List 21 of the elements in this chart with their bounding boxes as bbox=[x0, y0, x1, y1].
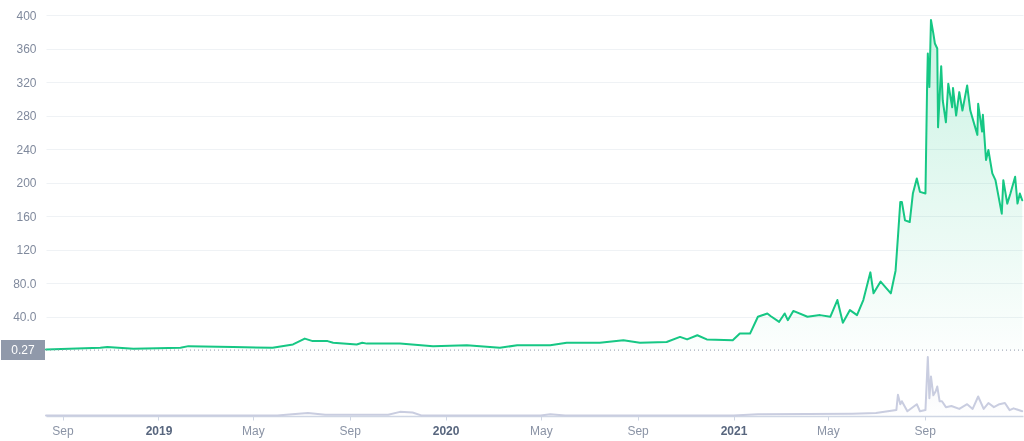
y-tick-label: 80.0 bbox=[13, 276, 37, 291]
y-tick-label: 280 bbox=[16, 109, 37, 124]
y-tick-label: 200 bbox=[16, 176, 37, 191]
x-tick-label: May bbox=[529, 423, 553, 438]
y-tick-label: 120 bbox=[16, 243, 37, 258]
x-tick-label: May bbox=[242, 423, 265, 438]
x-tick-label: Sep bbox=[914, 423, 937, 438]
y-tick-label: 240 bbox=[16, 142, 37, 157]
y-tick-label: 320 bbox=[16, 75, 37, 90]
y-tick-label: 400 bbox=[16, 8, 37, 23]
y-tick-label: 360 bbox=[16, 42, 37, 57]
y-tick-label: 160 bbox=[16, 209, 37, 224]
x-tick-label: 2019 bbox=[145, 423, 173, 438]
ref-line-label: 0.27 bbox=[11, 343, 35, 358]
x-tick-label: Sep bbox=[627, 423, 650, 438]
x-tick-label: Sep bbox=[339, 423, 362, 438]
x-tick-label: 2021 bbox=[720, 423, 748, 438]
x-tick-label: 2020 bbox=[432, 423, 460, 438]
y-tick-label: 40.0 bbox=[13, 310, 37, 325]
x-tick-label: May bbox=[817, 423, 840, 438]
x-tick-label: Sep bbox=[52, 423, 75, 438]
